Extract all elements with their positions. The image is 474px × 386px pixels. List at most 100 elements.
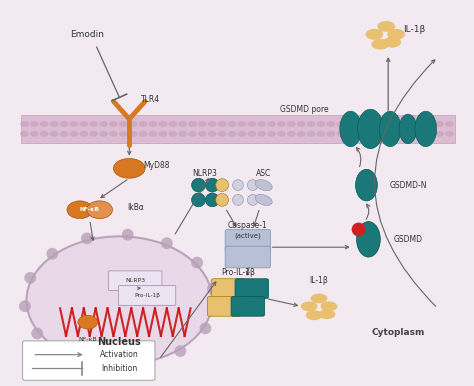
Ellipse shape	[247, 131, 256, 137]
Ellipse shape	[216, 193, 228, 206]
Text: Activation: Activation	[100, 350, 139, 359]
Text: ASC: ASC	[256, 169, 271, 178]
Text: NF-κB: NF-κB	[79, 337, 97, 342]
Ellipse shape	[386, 121, 395, 127]
Ellipse shape	[307, 121, 316, 127]
Ellipse shape	[255, 179, 272, 191]
Ellipse shape	[31, 328, 43, 339]
Ellipse shape	[30, 121, 39, 127]
Text: Inhibition: Inhibition	[101, 364, 137, 373]
Ellipse shape	[366, 121, 375, 127]
Ellipse shape	[205, 193, 219, 207]
Ellipse shape	[228, 121, 237, 127]
Ellipse shape	[122, 229, 134, 240]
Text: NF-κB: NF-κB	[80, 207, 100, 212]
Ellipse shape	[317, 121, 326, 127]
Ellipse shape	[40, 121, 49, 127]
Text: Pro-IL-1β: Pro-IL-1β	[221, 268, 255, 277]
Text: (active): (active)	[235, 232, 261, 239]
Ellipse shape	[365, 29, 383, 40]
FancyBboxPatch shape	[225, 229, 271, 251]
Text: Cytoplasm: Cytoplasm	[372, 328, 425, 337]
Ellipse shape	[99, 121, 108, 127]
Ellipse shape	[67, 201, 93, 218]
Ellipse shape	[158, 131, 167, 137]
Ellipse shape	[317, 131, 326, 137]
Ellipse shape	[81, 232, 93, 244]
Ellipse shape	[46, 248, 58, 260]
Ellipse shape	[208, 121, 217, 127]
Ellipse shape	[346, 131, 355, 137]
Ellipse shape	[119, 131, 128, 137]
Ellipse shape	[376, 131, 385, 137]
Ellipse shape	[27, 236, 212, 364]
Ellipse shape	[161, 237, 173, 249]
Ellipse shape	[297, 121, 306, 127]
Ellipse shape	[218, 121, 227, 127]
Ellipse shape	[247, 180, 258, 191]
Text: MyD88: MyD88	[144, 161, 170, 170]
Ellipse shape	[445, 131, 454, 137]
Ellipse shape	[366, 131, 375, 137]
Ellipse shape	[396, 121, 404, 127]
Ellipse shape	[207, 283, 219, 295]
Text: NLRP3: NLRP3	[125, 278, 145, 283]
Ellipse shape	[178, 131, 187, 137]
Ellipse shape	[209, 295, 220, 306]
Ellipse shape	[352, 223, 365, 236]
Ellipse shape	[405, 121, 414, 127]
Ellipse shape	[399, 114, 417, 144]
Ellipse shape	[356, 131, 365, 137]
Ellipse shape	[267, 131, 276, 137]
Text: NLRP3: NLRP3	[192, 169, 217, 178]
Ellipse shape	[158, 121, 167, 127]
FancyBboxPatch shape	[231, 296, 264, 316]
Ellipse shape	[129, 121, 137, 127]
Ellipse shape	[20, 131, 29, 137]
Ellipse shape	[372, 39, 389, 49]
Ellipse shape	[218, 131, 227, 137]
Ellipse shape	[357, 109, 383, 149]
Ellipse shape	[228, 131, 237, 137]
Ellipse shape	[257, 131, 266, 137]
Ellipse shape	[19, 300, 31, 312]
Ellipse shape	[310, 293, 328, 303]
Ellipse shape	[327, 131, 335, 137]
Ellipse shape	[327, 121, 335, 127]
Ellipse shape	[386, 131, 395, 137]
Ellipse shape	[267, 121, 276, 127]
Ellipse shape	[356, 222, 380, 257]
Ellipse shape	[60, 131, 69, 137]
Ellipse shape	[319, 309, 335, 319]
Ellipse shape	[40, 131, 49, 137]
Ellipse shape	[237, 121, 246, 127]
Ellipse shape	[337, 121, 345, 127]
Text: GSDMD-N: GSDMD-N	[389, 181, 427, 190]
Ellipse shape	[205, 178, 219, 192]
Ellipse shape	[148, 121, 157, 127]
FancyBboxPatch shape	[109, 271, 162, 291]
FancyBboxPatch shape	[235, 279, 269, 298]
Ellipse shape	[233, 195, 244, 205]
Ellipse shape	[306, 310, 322, 320]
Ellipse shape	[383, 37, 401, 47]
FancyBboxPatch shape	[207, 296, 241, 316]
Ellipse shape	[89, 121, 98, 127]
Ellipse shape	[79, 121, 88, 127]
Ellipse shape	[233, 180, 244, 191]
Ellipse shape	[346, 121, 355, 127]
FancyBboxPatch shape	[23, 341, 155, 380]
FancyBboxPatch shape	[211, 279, 245, 298]
Bar	[20, 115, 456, 143]
Ellipse shape	[257, 121, 266, 127]
Text: Pro-IL-1β: Pro-IL-1β	[134, 293, 160, 298]
Ellipse shape	[70, 121, 78, 127]
Ellipse shape	[415, 131, 424, 137]
Ellipse shape	[188, 121, 197, 127]
Ellipse shape	[247, 121, 256, 127]
Text: Caspase-1: Caspase-1	[228, 221, 268, 230]
Ellipse shape	[20, 121, 29, 127]
Text: Emodin: Emodin	[70, 30, 104, 39]
Ellipse shape	[435, 131, 444, 137]
Ellipse shape	[377, 21, 395, 32]
